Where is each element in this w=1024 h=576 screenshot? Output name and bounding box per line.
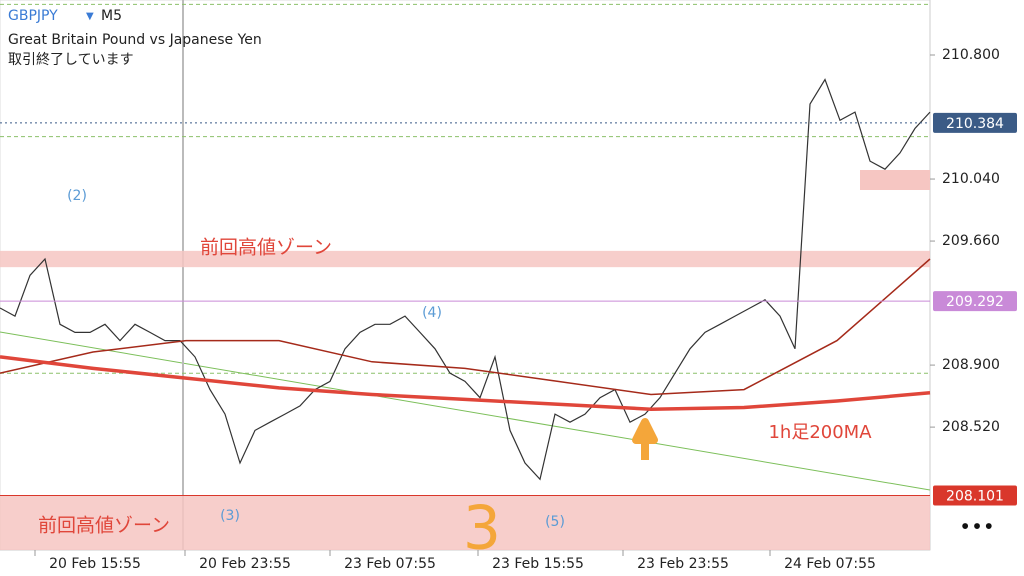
price-tag [933, 485, 1017, 506]
wave-label: (5) [545, 514, 565, 530]
zone [0, 250, 930, 268]
x-tick-label: 24 Feb 07:55 [784, 556, 876, 572]
y-tick-label: 210.800 [942, 47, 1000, 63]
x-tick-label: 20 Feb 15:55 [49, 556, 141, 572]
price-tag-label: 209.292 [946, 294, 1004, 310]
zone-label: 前回高値ゾーン [200, 237, 332, 259]
y-tick-label: 210.040 [942, 171, 1000, 187]
price-tag-label: 210.384 [946, 116, 1004, 132]
instrument-name: Great Britain Pound vs Japanese Yen [8, 32, 262, 48]
wave-label: (2) [67, 188, 87, 204]
symbol[interactable]: GBPJPY [8, 8, 58, 24]
series-line [0, 78, 931, 481]
market-status: 取引終了しています [8, 52, 134, 68]
y-tick-label: 208.900 [942, 357, 1000, 373]
x-tick-label: 20 Feb 23:55 [199, 556, 291, 572]
more-menu[interactable]: ••• [959, 515, 994, 539]
price-tag [933, 291, 1017, 312]
zone [0, 495, 930, 550]
wave-label: (3) [220, 508, 240, 524]
ma-label: 1h足200MA [768, 422, 872, 443]
dropdown-icon[interactable]: ▼ [86, 11, 94, 22]
wave-label: (4) [422, 305, 442, 321]
series-line [0, 258, 931, 396]
x-tick-label: 23 Feb 07:55 [344, 556, 436, 572]
series-line [0, 355, 931, 411]
y-tick-label: 208.520 [942, 419, 1000, 435]
small-zone [860, 170, 930, 190]
x-tick-label: 23 Feb 23:55 [637, 556, 729, 572]
trend-line [0, 331, 931, 491]
entry-arrow [632, 418, 658, 460]
plot-area [0, 0, 931, 551]
price-tag-label: 208.101 [946, 488, 1004, 504]
big-label: 3 [463, 494, 501, 564]
timeframe[interactable]: M5 [101, 8, 122, 24]
x-tick-label: 23 Feb 15:55 [492, 556, 584, 572]
y-tick-label: 209.660 [942, 233, 1000, 249]
zone-label: 前回高値ゾーン [38, 515, 170, 537]
price-tag [933, 112, 1017, 133]
